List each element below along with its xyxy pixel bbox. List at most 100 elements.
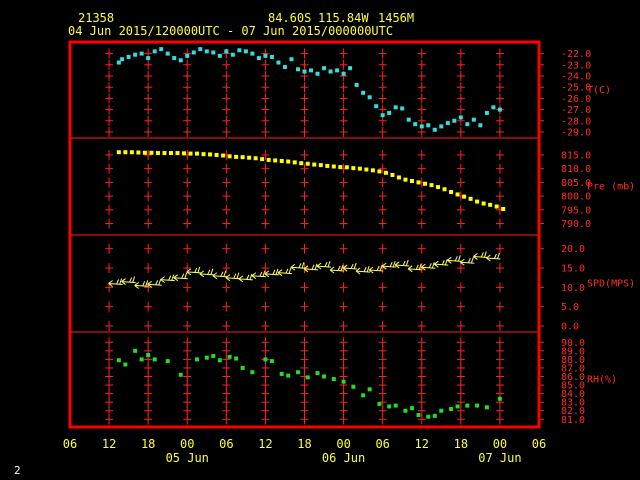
- pressure-point: [331, 164, 336, 169]
- temperature-point: [406, 117, 411, 122]
- wind-barb: [173, 272, 188, 282]
- wind-barb: [355, 265, 371, 275]
- pressure-point: [494, 204, 499, 209]
- wind-barb-flag: [454, 256, 458, 262]
- y-tick-label: 90.0: [561, 338, 585, 349]
- wind-barb-head: [303, 265, 309, 270]
- wind-barb-shaft: [330, 269, 345, 272]
- temperature-point: [335, 68, 340, 73]
- humidity-point: [295, 370, 300, 375]
- wind-barb-flag: [467, 258, 471, 263]
- wind-barb-head: [160, 276, 166, 281]
- wind-barb: [251, 270, 266, 280]
- x-day-label: 07 Jun: [478, 451, 521, 465]
- wind-barb-shaft: [108, 283, 123, 285]
- wind-barb-flag: [158, 279, 162, 286]
- temperature-point: [361, 90, 366, 95]
- wind-barb-flag: [262, 270, 266, 277]
- humidity-point: [139, 357, 144, 362]
- wind-barb-head: [108, 283, 113, 287]
- wind-barb-head: [264, 270, 270, 275]
- wind-barb-head: [342, 267, 348, 272]
- pressure-point: [449, 189, 454, 194]
- wind-barb-shaft: [160, 279, 175, 282]
- wind-barb-head: [277, 269, 283, 274]
- y-tick-label: 15.0: [561, 264, 585, 275]
- pressure-point: [266, 157, 271, 162]
- temperature-point: [302, 69, 307, 74]
- y-tick-label: 86.0: [561, 372, 585, 383]
- humidity-point: [484, 405, 489, 410]
- wind-barb: [420, 262, 436, 271]
- wind-barb-head: [447, 259, 452, 264]
- wind-barb-head: [316, 262, 322, 267]
- y-tick-label: 20.0: [561, 244, 585, 255]
- chart-frame: [68, 40, 541, 429]
- humidity-point: [403, 408, 408, 413]
- wind-barb-head: [433, 260, 439, 265]
- wind-barb-flag: [259, 271, 263, 277]
- wind-barb-flag: [168, 275, 172, 281]
- wind-barb-flag: [301, 262, 305, 269]
- wind-barb-head: [473, 253, 478, 257]
- wind-barb-flag: [194, 267, 198, 273]
- temperature-point: [276, 60, 281, 65]
- temperature-point: [328, 69, 333, 74]
- wind-barb: [433, 259, 449, 268]
- wind-barb-flag: [233, 273, 237, 279]
- pressure-point: [162, 151, 167, 156]
- temperature-point: [348, 66, 353, 71]
- wind-barb: [199, 268, 214, 278]
- wind-barb-head: [329, 266, 335, 271]
- temperature-point: [354, 82, 359, 87]
- x-tick-label: 12: [258, 437, 272, 451]
- pressure-point: [325, 163, 330, 168]
- temperature-point: [341, 71, 346, 76]
- wind-barb-head: [277, 272, 283, 277]
- wind-barb: [264, 268, 279, 278]
- y-tick-label: 85.0: [561, 381, 585, 392]
- pressure-point: [344, 165, 349, 170]
- y-tick-label: 0.0: [561, 322, 579, 333]
- wind-barb-flag: [327, 260, 331, 268]
- pressure-point: [370, 168, 375, 173]
- x-tick-label: 18: [297, 437, 311, 451]
- pressure-point: [462, 194, 467, 199]
- temperature-point: [191, 50, 196, 55]
- wind-barb-shaft: [186, 271, 201, 274]
- y-tick-label: 810.0: [561, 164, 591, 175]
- humidity-point: [393, 403, 398, 408]
- temperature-point: [393, 105, 398, 110]
- temperature-point: [458, 115, 463, 120]
- pressure-point: [377, 169, 382, 174]
- y-tick-label: 83.0: [561, 398, 585, 409]
- wind-barb-flag: [379, 264, 383, 272]
- wind-barb: [186, 266, 201, 276]
- wind-barb-head: [238, 278, 244, 283]
- wind-barb-flag: [223, 270, 227, 277]
- wind-barb-flag: [132, 276, 136, 283]
- y-tick-label: 805.0: [561, 178, 591, 189]
- pressure-point: [383, 170, 388, 175]
- page-number: 2: [14, 464, 21, 477]
- pressure-point: [488, 202, 493, 207]
- temperature-point: [243, 49, 248, 54]
- y-tick-label: 84.0: [561, 389, 585, 400]
- wind-barb: [473, 251, 488, 260]
- humidity-point: [133, 348, 138, 353]
- wind-barb-flag: [184, 272, 188, 279]
- pressure-point: [416, 180, 421, 185]
- pressure-point: [436, 185, 441, 190]
- pressure-point: [501, 206, 506, 211]
- humidity-point: [152, 357, 157, 362]
- wind-barb-flag: [298, 263, 302, 268]
- pressure-point: [181, 151, 186, 156]
- temperature-point: [217, 53, 222, 58]
- temperature-point: [211, 50, 216, 55]
- pressure-point: [240, 155, 245, 160]
- wind-barb: [160, 274, 175, 284]
- y-tick-label: 5.0: [561, 302, 579, 313]
- wind-barb-head: [225, 274, 231, 279]
- x-tick-label: 18: [141, 437, 155, 451]
- pressure-point: [279, 159, 284, 163]
